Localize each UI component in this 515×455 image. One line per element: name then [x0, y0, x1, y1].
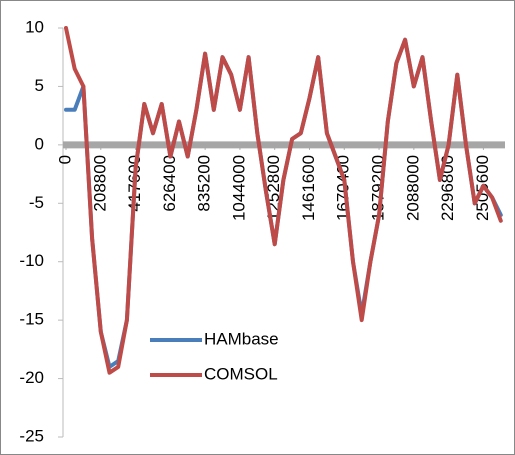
- y-tick-label: 5: [35, 76, 44, 95]
- y-tick-label: -25: [19, 426, 44, 445]
- x-tick-label: 1044000: [229, 155, 248, 221]
- x-tick-label: 835200: [195, 155, 214, 212]
- y-tick-label: 10: [25, 17, 44, 36]
- y-tick-label: -15: [19, 310, 44, 329]
- y-tick-label: -10: [19, 251, 44, 270]
- x-tick-label: 0: [55, 155, 74, 164]
- x-tick-label: 1461600: [299, 155, 318, 221]
- y-tick-label: 0: [35, 134, 44, 153]
- x-tick-label: 208800: [90, 155, 109, 212]
- y-tick-label: -5: [29, 193, 44, 212]
- legend-label: COMSOL: [204, 364, 278, 383]
- x-tick-label: 2296800: [438, 155, 457, 221]
- x-tick-label: 626400: [160, 155, 179, 212]
- x-tick-label: 2088000: [403, 155, 422, 221]
- series-line: [64, 26, 503, 375]
- y-tick-label: -20: [19, 368, 44, 387]
- legend-label: HAMbase: [204, 329, 279, 348]
